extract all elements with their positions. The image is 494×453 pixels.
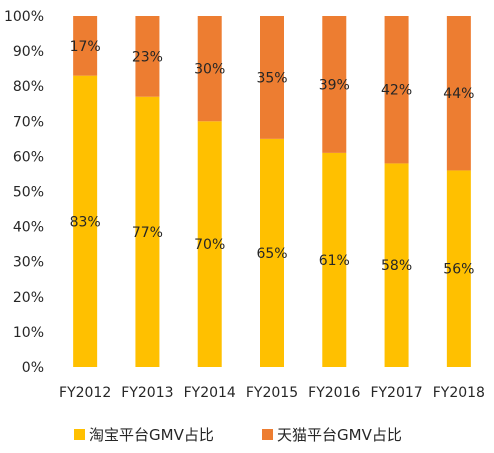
data-label-taobao-fy2012: 83%	[70, 214, 101, 230]
y-tick-label: 20%	[13, 290, 44, 306]
x-tick-label: FY2015	[246, 385, 298, 401]
data-label-taobao-fy2017: 58%	[381, 258, 412, 274]
data-label-taobao-fy2013: 77%	[132, 225, 163, 241]
y-axis: 0% 10% 20% 30% 40% 50% 60% 70% 80% 90% 100%	[4, 9, 44, 376]
legend-swatch-tmall	[262, 429, 273, 440]
bar-tmall-fy2018	[446, 16, 471, 171]
y-tick-label: 70%	[13, 114, 44, 130]
bar-taobao-fy2017	[384, 163, 409, 367]
x-tick-label: FY2016	[308, 385, 360, 401]
legend-label-tmall: 天猫平台GMV占比	[277, 426, 402, 444]
y-tick-label: 10%	[13, 325, 44, 341]
legend-label-taobao: 淘宝平台GMV占比	[89, 426, 214, 444]
bar-tmall-fy2014	[197, 16, 222, 122]
bar-tmall-fy2013	[135, 16, 160, 97]
bar-tmall-fy2015	[260, 16, 284, 139]
data-label-taobao-fy2015: 65%	[256, 246, 287, 262]
bar-taobao-fy2016	[322, 152, 347, 367]
x-tick-label: FY2018	[433, 385, 485, 401]
y-tick-label: 80%	[13, 79, 44, 95]
bar-taobao-fy2014	[197, 121, 222, 367]
data-label-taobao-fy2018: 56%	[443, 262, 474, 278]
bar-taobao-fy2012	[73, 75, 98, 368]
data-label-tmall-fy2014: 30%	[194, 62, 225, 78]
x-tick-label: FY2014	[184, 385, 236, 401]
data-labels: 83% 17% 77% 23% 70% 30% 65% 35% 61% 39% 58% 42% 56% 4…	[70, 39, 475, 278]
x-axis: FY2012 FY2013 FY2014 FY2015 FY2016 FY2017 FY20…	[59, 385, 485, 401]
y-tick-label: 40%	[13, 220, 44, 236]
y-tick-label: 90%	[13, 44, 44, 60]
bar-tmall-fy2012	[73, 16, 98, 76]
data-label-tmall-fy2016: 39%	[319, 77, 350, 93]
y-tick-label: 30%	[13, 255, 44, 271]
data-label-taobao-fy2016: 61%	[319, 253, 350, 269]
y-tick-label: 60%	[13, 149, 44, 165]
y-tick-label: 100%	[4, 9, 44, 25]
data-label-tmall-fy2015: 35%	[256, 70, 287, 86]
legend-swatch-taobao	[74, 429, 85, 440]
legend: 淘宝平台GMV占比 天猫平台GMV占比	[74, 426, 402, 444]
y-tick-label: 50%	[13, 185, 44, 201]
bars	[73, 16, 471, 368]
bar-taobao-fy2013	[135, 96, 160, 367]
data-label-tmall-fy2013: 23%	[132, 49, 163, 65]
data-label-tmall-fy2017: 42%	[381, 83, 412, 99]
x-tick-label: FY2017	[370, 385, 422, 401]
bar-tmall-fy2017	[384, 16, 409, 164]
bar-taobao-fy2015	[260, 138, 284, 367]
bar-taobao-fy2018	[446, 170, 471, 367]
x-tick-label: FY2013	[121, 385, 173, 401]
x-tick-label: FY2012	[59, 385, 111, 401]
bar-tmall-fy2016	[322, 16, 347, 153]
data-label-tmall-fy2018: 44%	[443, 86, 474, 102]
y-tick-label: 0%	[22, 360, 44, 376]
data-label-taobao-fy2014: 70%	[194, 237, 225, 253]
data-label-tmall-fy2012: 17%	[70, 39, 101, 55]
